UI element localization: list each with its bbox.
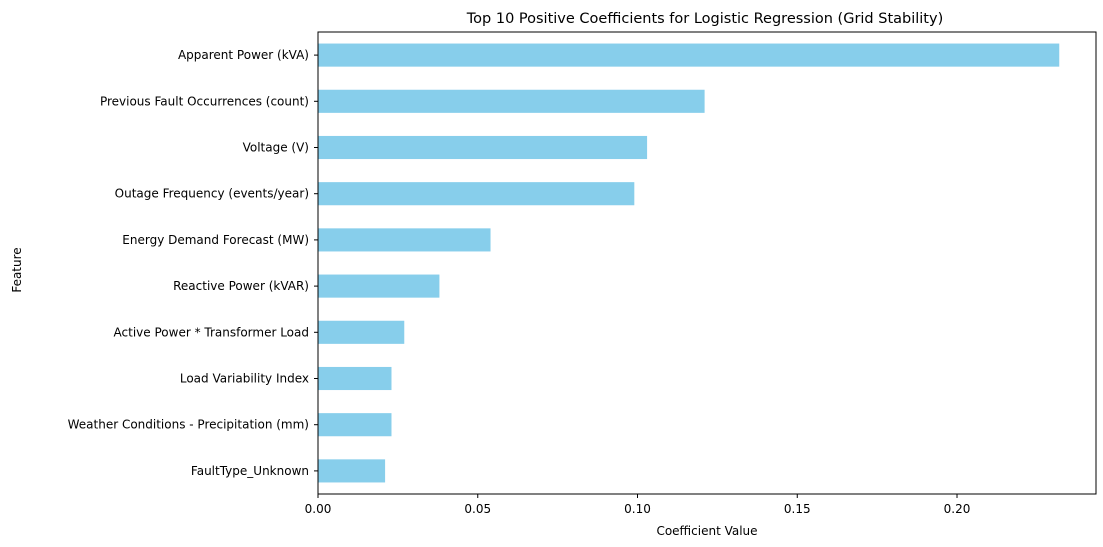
bar xyxy=(318,135,648,160)
chart-title: Top 10 Positive Coefficients for Logisti… xyxy=(466,11,943,27)
y-tick-label: Apparent Power (kVA) xyxy=(178,48,309,62)
y-tick-label: Active Power * Transformer Load xyxy=(114,325,309,339)
plot-frame xyxy=(317,31,1097,495)
bar xyxy=(318,43,1060,67)
bar xyxy=(318,228,491,252)
y-tick-label: Voltage (V) xyxy=(243,141,309,155)
bar xyxy=(318,274,440,298)
x-axis-label: Coefficient Value xyxy=(656,524,757,538)
y-tick-label: Reactive Power (kVAR) xyxy=(173,279,309,293)
y-tick-label: Outage Frequency (events/year) xyxy=(115,187,309,201)
x-axis-ticks: 0.00 0.05 0.10 0.15 0.20 xyxy=(305,494,971,516)
bar xyxy=(318,182,635,206)
y-tick-label: FaultType_Unknown xyxy=(191,464,309,478)
x-tick-label: 0.15 xyxy=(784,502,811,516)
y-tick-label: Weather Conditions - Precipitation (mm) xyxy=(68,418,309,432)
bar xyxy=(318,459,386,483)
bar xyxy=(318,413,392,437)
x-tick-label: 0.05 xyxy=(464,502,491,516)
y-tick-label: Energy Demand Forecast (MW) xyxy=(122,233,309,247)
x-tick-label: 0.00 xyxy=(305,502,332,516)
x-tick-label: 0.20 xyxy=(944,502,971,516)
y-tick-label: Load Variability Index xyxy=(180,372,309,386)
bar xyxy=(318,366,392,391)
y-axis-label: Feature xyxy=(10,247,24,292)
bars-group xyxy=(318,43,1060,483)
x-tick-label: 0.10 xyxy=(624,502,651,516)
y-axis-ticks: Apparent Power (kVA) Previous Fault Occur… xyxy=(68,48,318,478)
bar xyxy=(318,320,405,344)
bar xyxy=(318,89,705,113)
y-tick-label: Previous Fault Occurrences (count) xyxy=(100,94,309,108)
